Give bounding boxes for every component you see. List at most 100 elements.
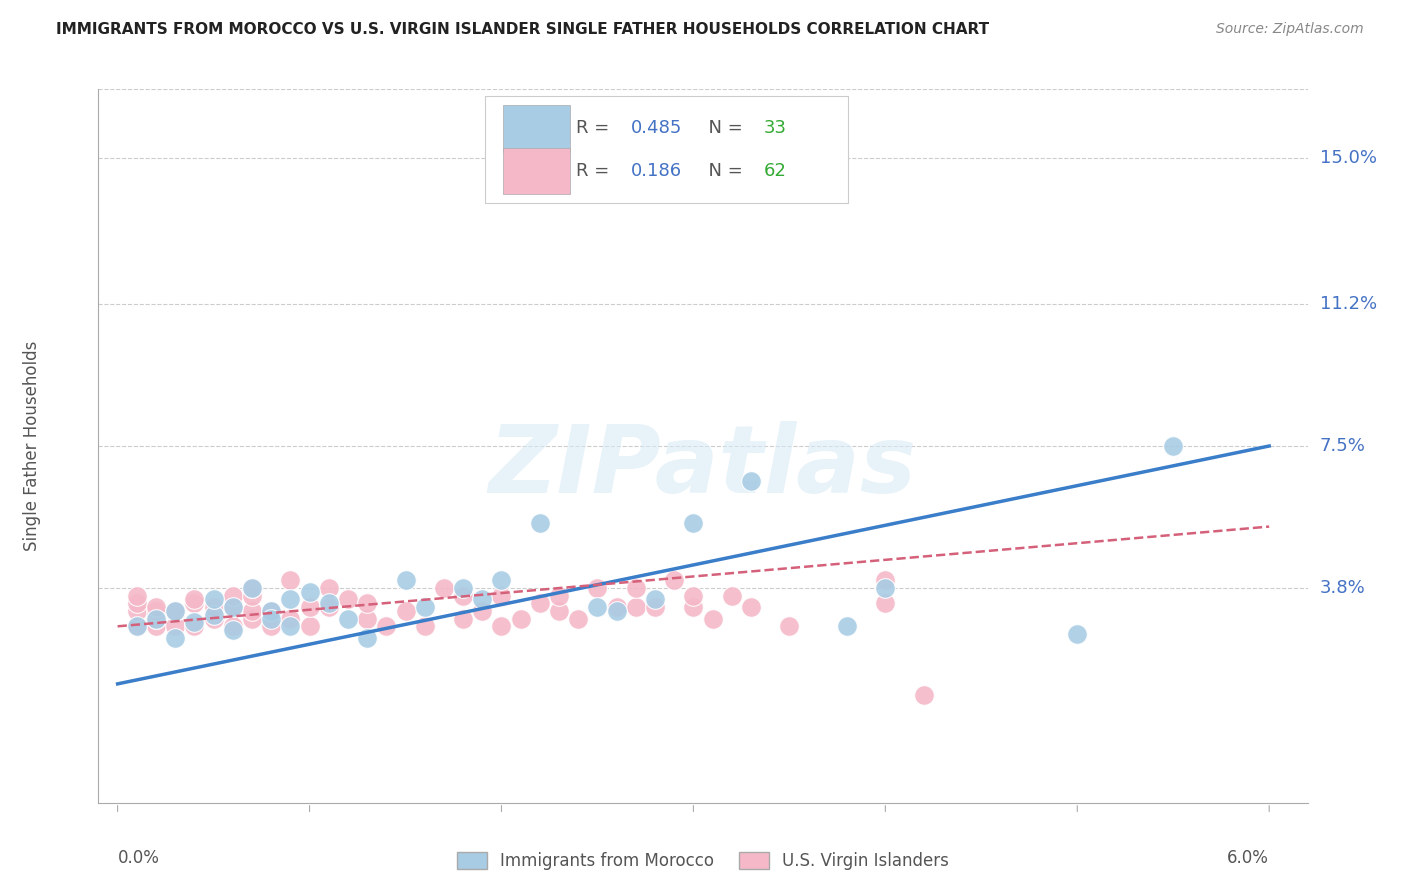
Point <box>471 604 494 618</box>
Text: R =: R = <box>576 120 621 137</box>
Text: 33: 33 <box>763 120 786 137</box>
Point <box>183 596 205 610</box>
FancyBboxPatch shape <box>503 148 569 194</box>
Point <box>145 604 167 618</box>
Text: Single Father Households: Single Father Households <box>22 341 41 551</box>
Point <box>529 596 551 610</box>
Point <box>644 600 666 615</box>
Point <box>280 619 302 633</box>
Point <box>624 581 647 595</box>
Point <box>356 612 378 626</box>
Point <box>1066 627 1088 641</box>
Point <box>567 612 589 626</box>
Point <box>548 589 571 603</box>
Text: N =: N = <box>697 162 748 180</box>
FancyBboxPatch shape <box>503 105 569 152</box>
Point <box>720 589 742 603</box>
Point <box>183 592 205 607</box>
Point <box>875 574 897 588</box>
Point <box>394 574 416 588</box>
Point <box>202 612 225 626</box>
Point <box>222 623 245 637</box>
Point <box>682 516 704 530</box>
Point <box>336 612 359 626</box>
Point <box>165 619 187 633</box>
Point <box>222 619 245 633</box>
Text: IMMIGRANTS FROM MOROCCO VS U.S. VIRGIN ISLANDER SINGLE FATHER HOUSEHOLDS CORRELA: IMMIGRANTS FROM MOROCCO VS U.S. VIRGIN I… <box>56 22 990 37</box>
Point <box>222 589 245 603</box>
Point <box>318 596 340 610</box>
Point <box>318 600 340 615</box>
Text: 3.8%: 3.8% <box>1320 579 1365 597</box>
Point <box>586 581 609 595</box>
Point <box>606 600 628 615</box>
Point <box>356 596 378 610</box>
Point <box>835 619 858 633</box>
Point <box>145 619 167 633</box>
Point <box>471 592 494 607</box>
Point <box>145 600 167 615</box>
Point <box>165 604 187 618</box>
Point <box>529 516 551 530</box>
Point <box>624 600 647 615</box>
Text: Source: ZipAtlas.com: Source: ZipAtlas.com <box>1216 22 1364 37</box>
Text: 0.485: 0.485 <box>630 120 682 137</box>
Point <box>183 619 205 633</box>
Point <box>664 574 686 588</box>
Point <box>280 592 302 607</box>
Text: N =: N = <box>697 120 748 137</box>
Point <box>682 600 704 615</box>
Point <box>125 604 148 618</box>
Point <box>451 581 474 595</box>
Point <box>1161 439 1184 453</box>
Point <box>125 619 148 633</box>
Point <box>451 589 474 603</box>
Point <box>165 631 187 645</box>
Point <box>145 612 167 626</box>
Point <box>240 589 263 603</box>
Point <box>280 574 302 588</box>
Point <box>165 604 187 618</box>
Point <box>740 474 762 488</box>
Text: 62: 62 <box>763 162 786 180</box>
Point <box>356 631 378 645</box>
Point <box>298 619 321 633</box>
Point <box>202 592 225 607</box>
Point <box>778 619 800 633</box>
Point <box>222 600 245 615</box>
Point <box>240 612 263 626</box>
Legend: Immigrants from Morocco, U.S. Virgin Islanders: Immigrants from Morocco, U.S. Virgin Isl… <box>450 845 956 877</box>
Point <box>145 612 167 626</box>
Point <box>451 612 474 626</box>
Point <box>240 581 263 595</box>
Text: 15.0%: 15.0% <box>1320 149 1376 168</box>
Point <box>702 612 724 626</box>
Point <box>125 596 148 610</box>
Point <box>240 604 263 618</box>
Text: R =: R = <box>576 162 621 180</box>
Point <box>183 615 205 630</box>
Point <box>260 604 283 618</box>
Point <box>413 600 436 615</box>
Point <box>644 592 666 607</box>
Point <box>413 619 436 633</box>
Text: 6.0%: 6.0% <box>1227 849 1270 867</box>
Point <box>875 581 897 595</box>
Point <box>548 604 571 618</box>
Point <box>125 619 148 633</box>
Point <box>280 612 302 626</box>
Point <box>298 600 321 615</box>
Point <box>491 619 513 633</box>
Point <box>298 584 321 599</box>
Point <box>606 604 628 618</box>
Point <box>240 581 263 595</box>
Text: 0.186: 0.186 <box>630 162 682 180</box>
Point <box>433 581 456 595</box>
Point <box>125 589 148 603</box>
Point <box>222 600 245 615</box>
Point <box>740 600 762 615</box>
Point <box>260 604 283 618</box>
Point <box>586 600 609 615</box>
Text: 11.2%: 11.2% <box>1320 295 1376 313</box>
Point <box>318 581 340 595</box>
